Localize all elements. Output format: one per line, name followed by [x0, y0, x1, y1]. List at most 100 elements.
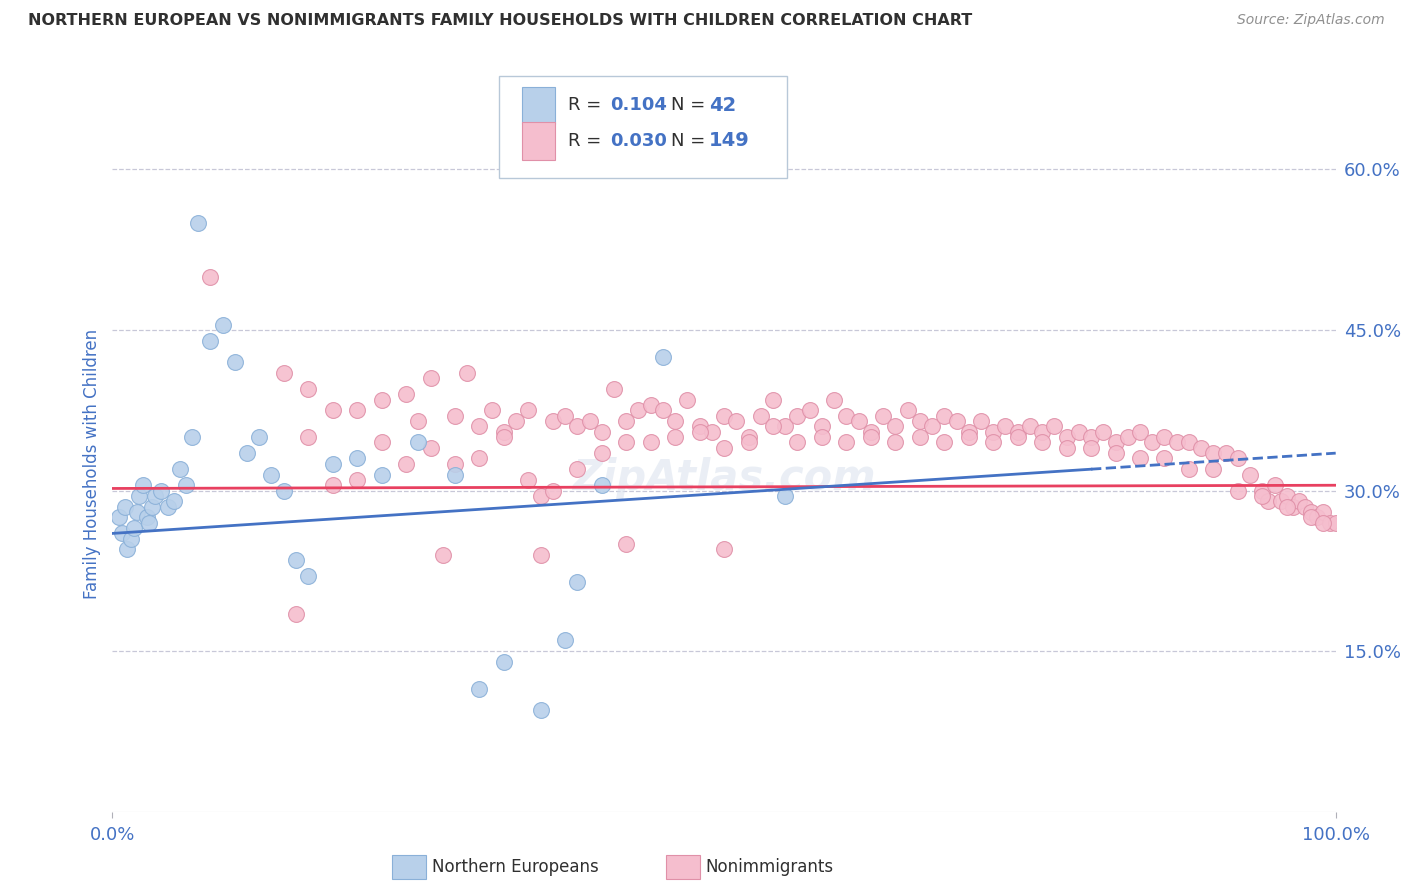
Point: [652, 403, 675, 417]
Point: [541, 483, 564, 498]
Point: [1189, 441, 1212, 455]
Point: [297, 382, 319, 396]
Point: [322, 403, 344, 417]
Point: [419, 371, 441, 385]
Point: [236, 446, 259, 460]
Point: [1080, 430, 1102, 444]
Point: [591, 478, 613, 492]
Point: [664, 414, 686, 428]
Text: R =: R =: [568, 132, 607, 150]
Point: [517, 403, 540, 417]
Point: [444, 457, 467, 471]
Point: [689, 425, 711, 439]
Point: [1104, 435, 1126, 450]
Point: [169, 462, 191, 476]
Point: [529, 489, 551, 503]
Point: [567, 462, 589, 476]
Point: [346, 451, 368, 466]
Point: [156, 500, 179, 514]
Point: [1226, 483, 1249, 498]
Point: [700, 425, 723, 439]
Point: [737, 435, 759, 450]
Point: [517, 473, 540, 487]
Point: [1153, 451, 1175, 466]
Point: [1301, 505, 1323, 519]
Point: [150, 483, 173, 498]
Point: [273, 366, 295, 380]
Point: [603, 382, 626, 396]
Point: [181, 430, 204, 444]
Point: [322, 457, 344, 471]
Text: 0.030: 0.030: [610, 132, 666, 150]
Point: [640, 435, 662, 450]
Point: [1092, 425, 1115, 439]
Point: [1056, 430, 1078, 444]
Point: [346, 473, 368, 487]
Point: [1288, 494, 1310, 508]
Point: [432, 548, 454, 562]
Point: [163, 494, 186, 508]
Point: [713, 441, 735, 455]
Point: [1166, 435, 1188, 450]
Point: [627, 403, 650, 417]
Point: [224, 355, 246, 369]
Point: [444, 467, 467, 482]
Point: [578, 414, 600, 428]
Point: [370, 467, 392, 482]
Point: [211, 318, 233, 332]
Point: [1312, 516, 1334, 530]
Point: [554, 633, 576, 648]
Point: [408, 414, 430, 428]
Point: [297, 430, 319, 444]
Point: [284, 607, 308, 621]
Y-axis label: Family Households with Children: Family Households with Children: [83, 329, 101, 599]
Text: Source: ZipAtlas.com: Source: ZipAtlas.com: [1237, 13, 1385, 28]
Point: [786, 409, 808, 423]
Point: [468, 681, 491, 696]
Point: [141, 500, 163, 514]
Point: [614, 414, 637, 428]
Point: [1251, 483, 1274, 498]
Point: [945, 414, 967, 428]
Point: [957, 430, 980, 444]
Point: [799, 403, 821, 417]
Point: [775, 419, 797, 434]
Text: R =: R =: [568, 96, 607, 114]
Text: Nonimmigrants: Nonimmigrants: [706, 858, 834, 876]
Point: [981, 425, 1004, 439]
Point: [640, 398, 662, 412]
Point: [468, 419, 491, 434]
Point: [541, 414, 564, 428]
Point: [591, 425, 613, 439]
Point: [1031, 425, 1053, 439]
Point: [1178, 435, 1201, 450]
Point: [120, 532, 142, 546]
Point: [529, 703, 551, 717]
Point: [970, 414, 993, 428]
Point: [187, 216, 209, 230]
Point: [908, 430, 931, 444]
Point: [957, 425, 980, 439]
Point: [1142, 435, 1164, 450]
Point: [811, 430, 834, 444]
Point: [468, 451, 491, 466]
Point: [775, 489, 797, 503]
Point: [1178, 462, 1201, 476]
Text: Northern Europeans: Northern Europeans: [432, 858, 599, 876]
Point: [1215, 446, 1237, 460]
Point: [591, 446, 613, 460]
Point: [1056, 441, 1078, 455]
Point: [200, 334, 222, 348]
Point: [124, 521, 146, 535]
Point: [1043, 419, 1066, 434]
Point: [676, 392, 699, 407]
Point: [908, 414, 931, 428]
Point: [114, 500, 136, 514]
Point: [811, 419, 834, 434]
Point: [481, 403, 503, 417]
Point: [1257, 494, 1279, 508]
Point: [135, 510, 157, 524]
Point: [664, 430, 686, 444]
Point: [872, 409, 894, 423]
Text: NORTHERN EUROPEAN VS NONIMMIGRANTS FAMILY HOUSEHOLDS WITH CHILDREN CORRELATION C: NORTHERN EUROPEAN VS NONIMMIGRANTS FAMIL…: [28, 13, 973, 29]
